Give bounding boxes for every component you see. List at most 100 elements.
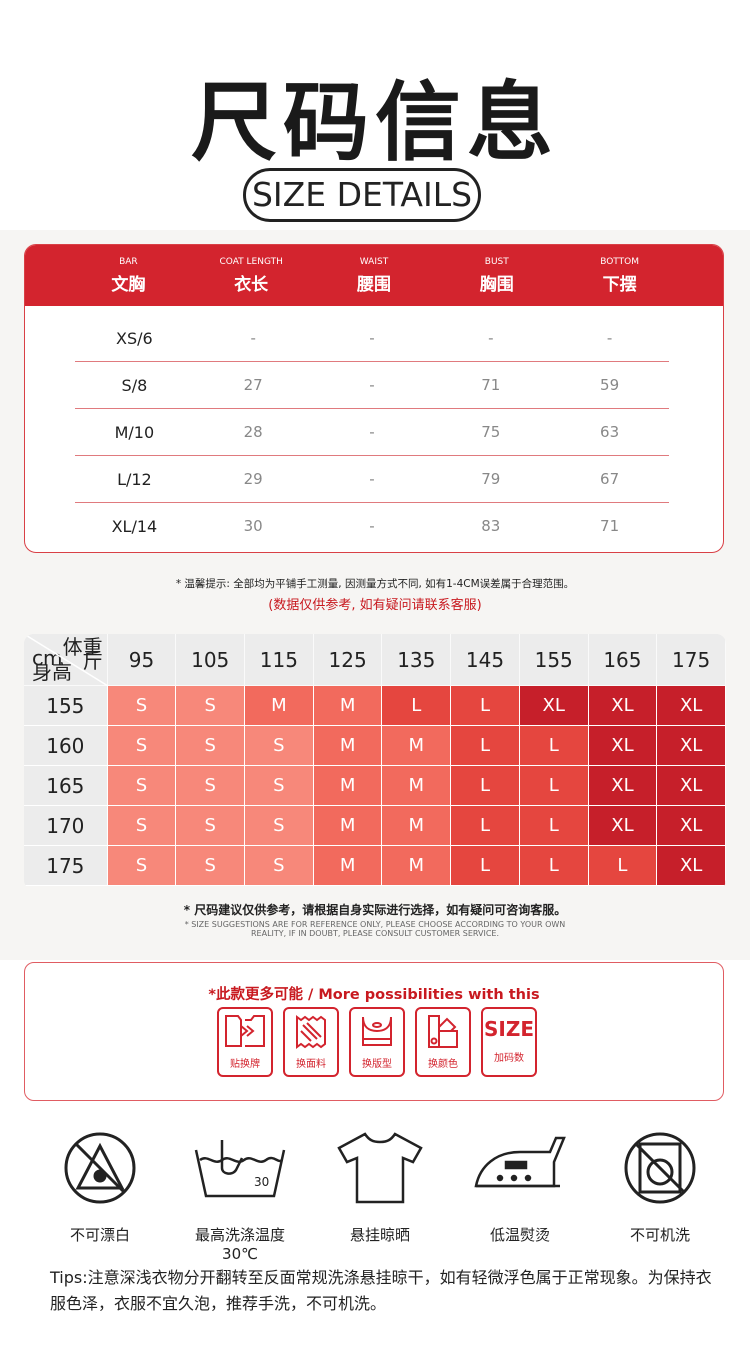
size-cell: S: [245, 846, 314, 886]
care-label: 悬挂晾晒: [349, 1226, 410, 1244]
table-row: S/8 27 - 71 59: [75, 362, 669, 409]
height-label: 170: [24, 806, 108, 846]
more-option-label-swap[interactable]: 贴换牌: [217, 1007, 273, 1077]
height-label: 155: [24, 686, 108, 726]
table-cell: 71: [600, 517, 620, 535]
size-cell: M: [313, 726, 383, 766]
low-iron-icon: [460, 1130, 580, 1210]
size-cell: S: [176, 766, 246, 806]
size-cell: L: [451, 686, 520, 726]
weight-header: 175: [657, 634, 726, 686]
table-cell: 79: [481, 470, 501, 488]
column-header-zh: 文胸: [111, 275, 146, 295]
no-machine-wash-icon: [600, 1130, 720, 1210]
size-cell: M: [382, 766, 452, 806]
table-row: XS/6 - - - -: [75, 315, 669, 362]
size-cell: S: [176, 726, 246, 766]
weight-header: 165: [588, 634, 658, 686]
table-cell: 67: [600, 470, 620, 488]
size-cell: S: [245, 766, 314, 806]
height-label: 160: [24, 726, 108, 766]
size-cell: M: [313, 686, 383, 726]
column-header-zh: 下摆: [602, 275, 637, 295]
size-table-header: BAR 文胸 COAT LENGTH 衣长 WAIST 腰围 BUST 胸围 BOTTOM 下摆: [25, 245, 723, 306]
size-cell: L: [519, 766, 589, 806]
table-cell: -: [250, 329, 256, 347]
more-option-color-swatch[interactable]: 换颜色: [415, 1007, 471, 1077]
size-cell: S: [176, 686, 246, 726]
table-cell: -: [369, 423, 375, 441]
size-cell: M: [382, 806, 452, 846]
table-cell: -: [488, 329, 494, 347]
size-cell: XL: [519, 686, 589, 726]
more-option-fabric[interactable]: 换面料: [283, 1007, 339, 1077]
table-cell: L/12: [117, 470, 152, 489]
table-cell: -: [606, 329, 613, 347]
size-cell: S: [107, 806, 177, 846]
size-cell: L: [451, 766, 520, 806]
size-cell: M: [382, 726, 452, 766]
bra-style-icon: [357, 1016, 397, 1053]
more-option-label: 换版型: [362, 1059, 392, 1070]
column-header: BUST 胸围: [435, 245, 558, 306]
more-option-size-text[interactable]: SIZE 加码数: [481, 1007, 537, 1077]
column-header-en: BAR: [119, 257, 138, 267]
reference-note: (数据仅供参考, 如有疑问请联系客服): [268, 598, 482, 613]
size-note-en: * SIZE SUGGESTIONS ARE FOR REFERENCE ONL…: [184, 920, 566, 938]
size-cell: S: [245, 806, 314, 846]
size-cell: L: [451, 846, 520, 886]
size-cell: S: [107, 686, 177, 726]
size-cell: S: [176, 846, 246, 886]
table-cell: 27: [243, 376, 263, 394]
size-cell: L: [519, 806, 589, 846]
table-cell: -: [369, 470, 375, 488]
size-note-zh: * 尺码建议仅供参考，请根据自身实际进行选择，如有疑问可咨询客服。: [183, 903, 567, 917]
grid-row: 160 S S S M M L L XL XL: [24, 726, 726, 766]
page-title: 尺码信息: [191, 73, 559, 173]
size-cell: XL: [588, 726, 658, 766]
table-cell: 83: [481, 517, 501, 535]
weight-header: 95: [107, 634, 177, 686]
care-tips: Tips:注意深浅衣物分开翻转至反面常规洗涤悬挂晾干，如有轻微浮色属于正常现象。…: [50, 1268, 712, 1313]
care-label: 不可漂白: [69, 1226, 130, 1244]
column-header-zh: 衣长: [234, 275, 269, 295]
table-cell: -: [369, 329, 375, 347]
grid-row: 155 S S M M L L XL XL XL: [24, 686, 726, 726]
table-cell: 71: [481, 376, 501, 394]
table-cell: XS/6: [116, 329, 153, 348]
more-option-bra-style[interactable]: 换版型: [349, 1007, 405, 1077]
table-cell: M/10: [114, 423, 155, 442]
care-item: 30 最高洗涤温度30℃: [180, 1130, 300, 1263]
size-cell: S: [176, 806, 246, 846]
size-cell: S: [107, 766, 177, 806]
size-cell: L: [451, 806, 520, 846]
grid-header-row: 体重 斤 cm 身高 95 105 115 125 135 145 155 165 175: [24, 634, 726, 686]
table-cell: S/8: [121, 376, 148, 395]
column-header: COAT LENGTH 衣长: [190, 245, 313, 306]
column-header-en: WAIST: [359, 257, 389, 267]
table-cell: -: [369, 376, 375, 394]
size-cell: S: [245, 726, 314, 766]
size-cell: L: [519, 726, 589, 766]
size-cell: M: [245, 686, 314, 726]
svg-text:30: 30: [254, 1175, 269, 1189]
size-cell: L: [519, 846, 589, 886]
weight-header: 135: [382, 634, 452, 686]
size-cell: M: [313, 806, 383, 846]
size-cell: L: [588, 846, 658, 886]
column-header: BAR 文胸: [67, 245, 190, 306]
column-header-en: BOTTOM: [600, 257, 639, 267]
grid-row: 165 S S S M M L L XL XL: [24, 766, 726, 806]
table-cell: 59: [600, 376, 620, 394]
size-cell: XL: [657, 846, 726, 886]
no-bleach-icon: [40, 1130, 160, 1210]
table-cell: 30: [243, 517, 263, 535]
column-header-en: BUST: [484, 257, 509, 267]
hang-dry-icon: [320, 1130, 440, 1210]
size-cell: XL: [588, 806, 658, 846]
column-header-zh: 胸围: [479, 275, 514, 295]
table-cell: 63: [600, 423, 620, 441]
column-header-en: COAT LENGTH: [219, 257, 283, 267]
size-table-body: XS/6 - - - - S/8 27 - 71 59 M/10 28 - 75 63 L/12 29 - 79 67…: [25, 306, 723, 550]
size-cell: XL: [657, 686, 726, 726]
